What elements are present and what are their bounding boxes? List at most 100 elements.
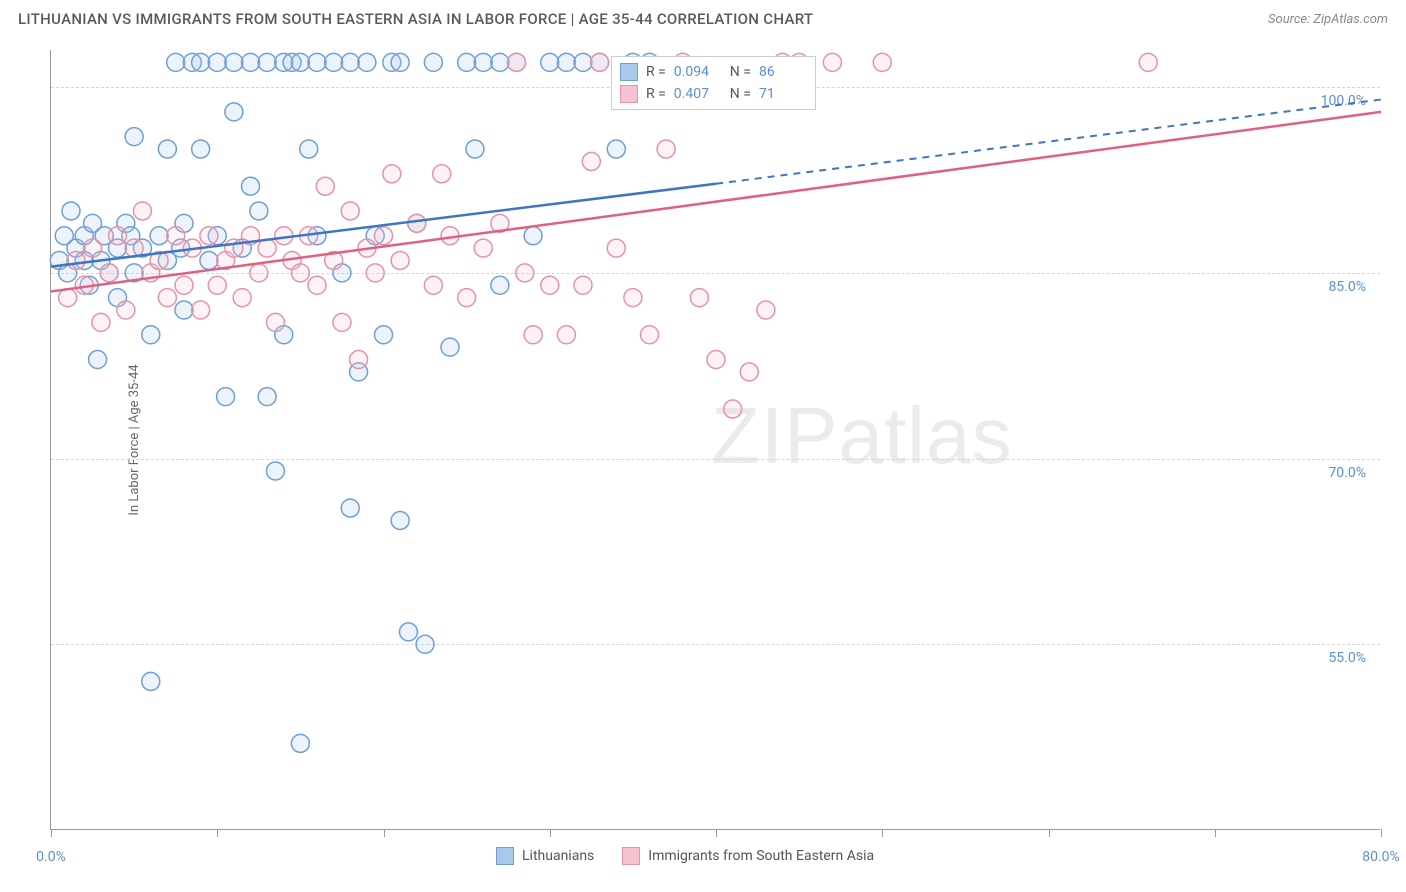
scatter-point-se_asia (524, 326, 542, 344)
scatter-point-se_asia (192, 301, 210, 319)
scatter-point-se_asia (690, 289, 708, 307)
chart-container: LITHUANIAN VS IMMIGRANTS FROM SOUTH EAST… (0, 0, 1406, 892)
source-attribution: Source: ZipAtlas.com (1268, 12, 1388, 27)
legend-label-series-0: Lithuanians (522, 848, 594, 864)
scatter-point-se_asia (333, 313, 351, 331)
scatter-point-lithuanians (142, 326, 160, 344)
scatter-point-se_asia (707, 351, 725, 369)
scatter-point-lithuanians (200, 251, 218, 269)
scatter-point-se_asia (740, 363, 758, 381)
scatter-point-lithuanians (458, 53, 476, 71)
scatter-point-lithuanians (89, 351, 107, 369)
scatter-point-lithuanians (341, 499, 359, 517)
scatter-point-se_asia (117, 301, 135, 319)
scatter-point-se_asia (109, 227, 127, 245)
scatter-point-se_asia (624, 289, 642, 307)
scatter-point-lithuanians (416, 635, 434, 653)
x-tick-label: 0.0% (36, 849, 66, 865)
scatter-point-se_asia (574, 276, 592, 294)
scatter-point-se_asia (657, 140, 675, 158)
scatter-point-lithuanians (250, 202, 268, 220)
scatter-point-lithuanians (125, 128, 143, 146)
scatter-point-lithuanians (424, 53, 442, 71)
scatter-point-lithuanians (474, 53, 492, 71)
title-bar: LITHUANIAN VS IMMIGRANTS FROM SOUTH EAST… (0, 0, 1406, 36)
scatter-point-lithuanians (391, 53, 409, 71)
scatter-point-se_asia (133, 202, 151, 220)
scatter-point-lithuanians (491, 276, 509, 294)
swatch-series-0-bottom (496, 847, 514, 865)
scatter-point-se_asia (474, 239, 492, 257)
scatter-point-se_asia (316, 177, 334, 195)
scatter-point-lithuanians (175, 301, 193, 319)
swatch-series-0 (620, 63, 638, 81)
swatch-series-1-bottom (622, 847, 640, 865)
x-tick (550, 829, 551, 837)
scatter-point-lithuanians (62, 202, 80, 220)
scatter-point-se_asia (607, 239, 625, 257)
scatter-point-se_asia (250, 264, 268, 282)
x-tick (51, 829, 52, 837)
scatter-point-se_asia (375, 227, 393, 245)
trend-line-dash-lithuanians (716, 100, 1381, 184)
scatter-point-se_asia (383, 165, 401, 183)
scatter-point-se_asia (233, 289, 251, 307)
scatter-point-lithuanians (242, 177, 260, 195)
scatter-point-se_asia (366, 264, 384, 282)
scatter-point-se_asia (823, 53, 841, 71)
scatter-point-lithuanians (225, 53, 243, 71)
scatter-point-lithuanians (242, 53, 260, 71)
scatter-point-se_asia (200, 227, 218, 245)
scatter-point-se_asia (582, 152, 600, 170)
scatter-point-lithuanians (541, 53, 559, 71)
legend-item-series-1: Immigrants from South Eastern Asia (622, 847, 874, 865)
legend-item-series-0: Lithuanians (496, 847, 594, 865)
scatter-point-lithuanians (466, 140, 484, 158)
scatter-point-se_asia (158, 289, 176, 307)
x-tick (217, 829, 218, 837)
scatter-point-lithuanians (258, 53, 276, 71)
scatter-point-se_asia (1139, 53, 1157, 71)
x-tick (716, 829, 717, 837)
scatter-point-lithuanians (325, 53, 343, 71)
legend-row-series-0: R = 0.094 N = 86 (620, 61, 807, 83)
scatter-point-se_asia (350, 351, 368, 369)
scatter-point-se_asia (724, 400, 742, 418)
legend-row-series-1: R = 0.407 N = 71 (620, 83, 807, 105)
chart-title: LITHUANIAN VS IMMIGRANTS FROM SOUTH EAST… (18, 10, 813, 28)
x-tick (384, 829, 385, 837)
scatter-point-se_asia (92, 313, 110, 331)
scatter-point-se_asia (391, 251, 409, 269)
x-tick (1215, 829, 1216, 837)
scatter-point-lithuanians (574, 53, 592, 71)
scatter-point-se_asia (258, 239, 276, 257)
scatter-point-lithuanians (217, 388, 235, 406)
scatter-point-se_asia (67, 251, 85, 269)
scatter-point-lithuanians (441, 338, 459, 356)
scatter-point-lithuanians (391, 511, 409, 529)
scatter-point-se_asia (408, 214, 426, 232)
scatter-point-lithuanians (208, 53, 226, 71)
scatter-point-se_asia (341, 202, 359, 220)
scatter-point-se_asia (208, 276, 226, 294)
scatter-point-lithuanians (358, 53, 376, 71)
scatter-point-se_asia (59, 289, 77, 307)
legend-label-series-1: Immigrants from South Eastern Asia (648, 848, 874, 864)
scatter-point-lithuanians (158, 140, 176, 158)
scatter-point-lithuanians (167, 53, 185, 71)
scatter-point-lithuanians (491, 53, 509, 71)
scatter-point-se_asia (458, 289, 476, 307)
scatter-point-se_asia (433, 165, 451, 183)
scatter-point-lithuanians (291, 53, 309, 71)
scatter-point-se_asia (541, 276, 559, 294)
scatter-point-lithuanians (308, 53, 326, 71)
x-tick (882, 829, 883, 837)
scatter-point-lithuanians (150, 227, 168, 245)
correlation-legend: R = 0.094 N = 86 R = 0.407 N = 71 (611, 56, 816, 110)
scatter-point-lithuanians (192, 140, 210, 158)
n-value-series-0: 86 (759, 64, 807, 80)
scatter-point-se_asia (641, 326, 659, 344)
scatter-svg (51, 50, 1380, 829)
scatter-point-se_asia (508, 53, 526, 71)
scatter-point-se_asia (873, 53, 891, 71)
